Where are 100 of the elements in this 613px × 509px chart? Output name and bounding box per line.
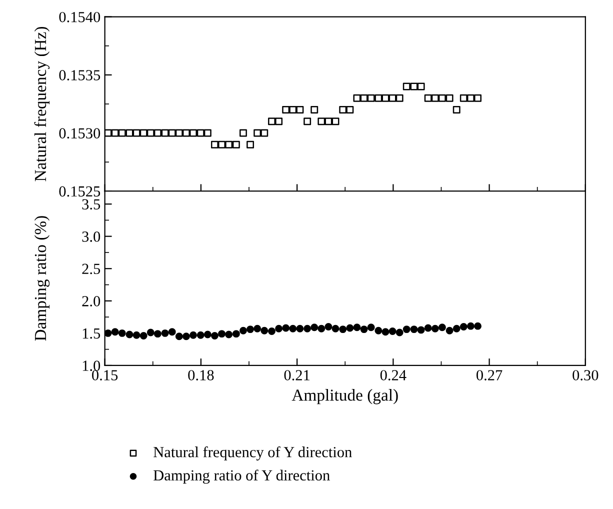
x-tick-label: 0.27 xyxy=(476,370,502,380)
point xyxy=(374,326,382,334)
point xyxy=(353,324,361,332)
point xyxy=(367,94,375,102)
y-tick-label: 0.1530 xyxy=(59,128,100,139)
point xyxy=(417,82,425,90)
point xyxy=(254,324,262,332)
point xyxy=(353,94,361,102)
point xyxy=(111,129,119,137)
point xyxy=(324,118,332,126)
x-tick-label: 0.24 xyxy=(380,370,406,380)
point xyxy=(175,129,183,137)
point xyxy=(304,118,312,126)
point xyxy=(126,330,134,338)
y-tick-label: 1.5 xyxy=(82,328,100,339)
point xyxy=(275,324,283,332)
point xyxy=(182,332,190,340)
point xyxy=(225,330,233,338)
point xyxy=(396,94,404,102)
point xyxy=(446,94,454,102)
point xyxy=(466,94,474,102)
point xyxy=(339,326,347,334)
text: Damping ratio of Y direction xyxy=(154,470,330,484)
point xyxy=(240,129,247,137)
point xyxy=(289,106,297,114)
point xyxy=(161,329,169,337)
point xyxy=(218,140,226,148)
point xyxy=(304,324,312,332)
point xyxy=(367,324,375,332)
y-tick-label: 0.1540 xyxy=(59,12,100,22)
point xyxy=(254,129,262,137)
point xyxy=(168,129,176,137)
point xyxy=(310,324,318,332)
y-tick-label: 3.0 xyxy=(82,231,100,242)
point xyxy=(346,106,354,114)
point xyxy=(310,106,318,114)
point xyxy=(190,129,197,137)
point xyxy=(126,129,134,137)
point xyxy=(452,106,460,114)
point xyxy=(275,118,283,126)
point xyxy=(146,129,154,137)
point xyxy=(282,106,290,114)
point xyxy=(210,332,218,340)
point xyxy=(111,328,119,336)
point xyxy=(374,94,382,102)
point xyxy=(438,324,446,332)
y-tick-label: 0.1525 xyxy=(59,186,100,197)
point xyxy=(204,129,212,137)
y-tick-label: 3.5 xyxy=(82,199,100,210)
point xyxy=(466,322,474,330)
point xyxy=(190,331,197,339)
point xyxy=(339,106,347,114)
point xyxy=(332,324,340,332)
point xyxy=(168,328,176,336)
point xyxy=(402,82,410,90)
point xyxy=(402,326,410,334)
point xyxy=(210,140,218,148)
point xyxy=(324,322,332,330)
point xyxy=(132,331,140,339)
point xyxy=(118,129,126,137)
point xyxy=(360,94,368,102)
point xyxy=(204,330,212,338)
point xyxy=(232,330,240,338)
point xyxy=(132,129,140,137)
point xyxy=(146,328,154,336)
point xyxy=(296,324,304,332)
point xyxy=(246,326,254,334)
point xyxy=(452,324,460,332)
point xyxy=(410,82,418,90)
point xyxy=(431,94,439,102)
point xyxy=(232,140,240,148)
point xyxy=(240,326,247,334)
point xyxy=(296,106,304,114)
point xyxy=(196,331,204,339)
x-tick-label: 0.30 xyxy=(572,370,598,380)
point xyxy=(118,329,126,337)
point xyxy=(175,332,183,340)
point xyxy=(260,129,268,137)
point xyxy=(318,118,326,126)
x-tick-label: 0.21 xyxy=(284,370,310,380)
x-tick-label: 0.18 xyxy=(188,370,214,380)
y-axis-title: Damping ratio (%) xyxy=(34,216,50,341)
point xyxy=(460,322,468,330)
y-tick-label: 2.0 xyxy=(82,296,100,306)
point xyxy=(260,326,268,334)
y-axis-title: Natural frequency (Hz) xyxy=(34,26,50,182)
point xyxy=(346,324,354,332)
point xyxy=(182,129,190,137)
point xyxy=(446,326,454,334)
point xyxy=(154,129,162,137)
point xyxy=(360,326,368,334)
point xyxy=(104,329,112,337)
point xyxy=(318,324,326,332)
point xyxy=(417,326,425,334)
point xyxy=(460,94,468,102)
point xyxy=(382,328,390,336)
x-axis-title: Amplitude (gal) xyxy=(292,389,398,404)
point xyxy=(225,140,233,148)
point xyxy=(161,129,169,137)
point xyxy=(388,328,396,335)
